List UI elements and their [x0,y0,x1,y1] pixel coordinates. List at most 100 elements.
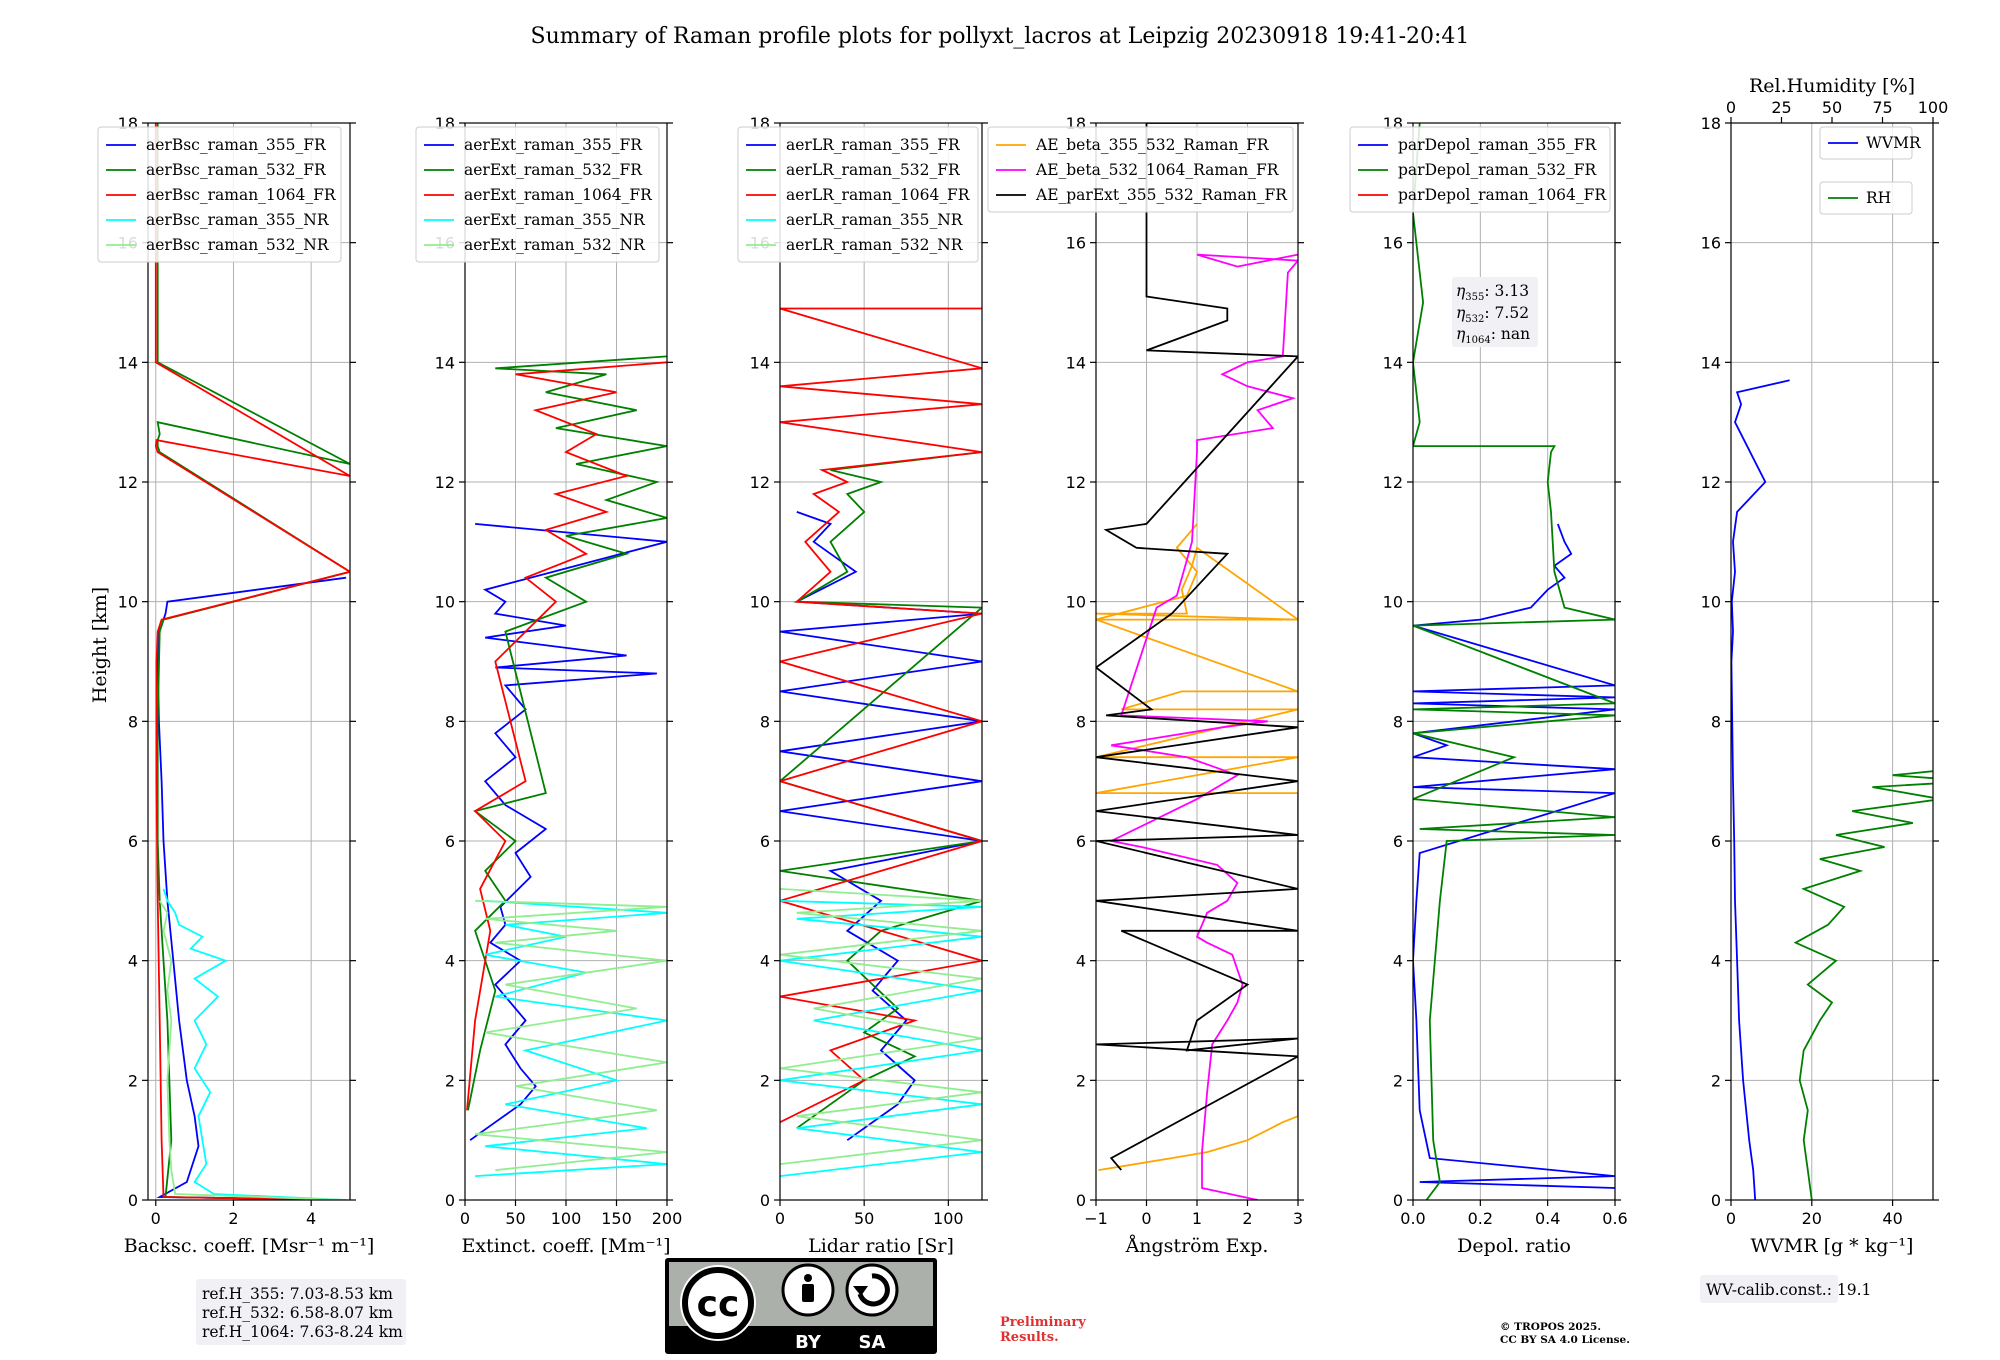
y-tick-label: 12 [750,473,770,492]
y-tick-label: 6 [1393,832,1403,851]
top-x-tick-label: 50 [1822,98,1842,117]
legend-label: aerLR_raman_355_FR [786,136,961,154]
legend-label: aerExt_raman_1064_FR [464,186,653,204]
y-tick-label: 6 [1076,832,1086,851]
legend-box [97,126,342,263]
x-tick-label: 0.2 [1468,1209,1493,1228]
x-tick-label: 0.6 [1602,1209,1627,1228]
preliminary-note-results: Results. [1000,1330,1059,1345]
by-label: BY [795,1332,822,1353]
y-tick-label: 12 [1701,473,1721,492]
y-tick-label: 12 [1066,473,1086,492]
x-tick-label: 40 [1882,1209,1902,1228]
y-tick-label: 8 [760,712,770,731]
legend-label: RH [1866,189,1891,207]
x-tick-label: 100 [933,1209,964,1228]
top-x-tick-label: 0 [1726,98,1736,117]
legend-label: aerBsc_raman_532_FR [146,161,327,179]
series-line-AE_parExt_355_532_Raman_FR [1096,123,1298,1171]
y-tick-label: 0 [760,1191,770,1210]
y-tick-label: 0 [445,1191,455,1210]
copyright-line: © TROPOS 2025. [1500,1321,1601,1333]
legend-label: aerExt_raman_532_NR [464,236,646,254]
series-line-RH [1793,756,1933,1200]
legend-label: aerExt_raman_355_NR [464,211,646,229]
legend-label: aerLR_raman_1064_FR [786,186,971,204]
series-line-aerExt_raman_532_FR [467,355,667,1111]
series-line-parDepol_raman_355_FR [1413,523,1615,1189]
eta-532: η532: 7.52 [1456,304,1529,325]
y-tick-label: 8 [1393,712,1403,731]
y-tick-label: 14 [1066,353,1086,372]
series-line-aerExt_raman_355_FR [469,523,667,1141]
x-tick-label: 0 [1726,1209,1736,1228]
y-tick-label: 14 [1701,353,1721,372]
y-tick-label: 6 [445,832,455,851]
x-tick-label: 0 [460,1209,470,1228]
x-axis-label: WVMR [g * kg⁻¹] [1751,1235,1914,1257]
series-line-aerLR_raman_532_NR [780,888,982,1165]
y-tick-label: 2 [445,1071,455,1090]
legend-box [737,126,979,263]
y-tick-label: 16 [1383,234,1403,253]
y-tick-label: 8 [445,712,455,731]
x-tick-label: 150 [601,1209,632,1228]
legend-label: parDepol_raman_355_FR [1398,136,1598,154]
legend-label: WVMR [1866,134,1922,152]
legend-label: aerExt_raman_532_FR [464,161,643,179]
x-tick-label: 0.0 [1400,1209,1425,1228]
license-line: CC BY SA 4.0 License. [1500,1334,1630,1346]
series-line-parDepol_raman_532_FR [1413,123,1615,1200]
x-tick-label: 20 [1802,1209,1822,1228]
preliminary-note: Preliminary [1000,1315,1086,1330]
axes-frame [147,122,351,1201]
ref-height-355: ref.H_355: 7.03-8.53 km [202,1285,393,1303]
cc-logo-text: cc [697,1284,740,1325]
x-tick-label: −1 [1084,1209,1108,1228]
top-x-axis-label: Rel.Humidity [%] [1749,75,1915,97]
legend-box [987,126,1294,213]
x-tick-label: 2 [228,1209,238,1228]
eta-info-box: η355: 3.13 η532: 7.52 η1064: nan [1452,277,1538,347]
y-tick-label: 2 [1076,1071,1086,1090]
x-axis-label: Lidar ratio [Sr] [808,1235,954,1257]
x-axis-label: Extinct. coeff. [Mm⁻¹] [461,1235,670,1257]
x-tick-label: 4 [306,1209,316,1228]
axes-frame [779,122,983,1201]
legend-label: aerLR_raman_355_NR [786,211,964,229]
series-line-aerExt_raman_532_NR [474,899,667,1171]
y-tick-label: 14 [118,353,138,372]
top-x-tick-label: 100 [1918,98,1949,117]
legend-label: parDepol_raman_532_FR [1398,161,1598,179]
y-tick-label: 4 [1076,952,1086,971]
y-tick-label: 2 [1711,1071,1721,1090]
wv-calibration-box: WV-calib.const.: 19.1 [1700,1275,1871,1303]
y-tick-label: 10 [1701,593,1721,612]
ref-height-532: ref.H_532: 6.58-8.07 km [202,1304,393,1322]
legend-box [415,126,660,263]
y-tick-label: 10 [118,593,138,612]
series-line-AE_beta_532_1064_Raman_FR [1108,253,1298,1200]
x-tick-label: 3 [1293,1209,1303,1228]
series-line-WVMR [1731,379,1790,1200]
series-line-aerLR_raman_1064_FR [780,307,982,1124]
y-tick-label: 0 [1711,1191,1721,1210]
x-tick-label: 2 [1242,1209,1252,1228]
legend-label: aerBsc_raman_532_NR [146,236,330,254]
panel-2: 024681012141618050100150200Extinct. coef… [415,114,682,1257]
series-line-aerLR_raman_355_NR [780,899,982,1177]
y-tick-label: 8 [1076,712,1086,731]
y-tick-label: 14 [435,353,455,372]
y-tick-label: 14 [1383,353,1403,372]
legend-label: AE_beta_355_532_Raman_FR [1035,136,1270,154]
series-line-aerBsc_raman_532_FR [156,123,350,1200]
x-tick-label: 50 [505,1209,525,1228]
y-tick-label: 2 [1393,1071,1403,1090]
wv-calibration-constant: WV-calib.const.: 19.1 [1706,1281,1871,1299]
y-tick-label: 4 [128,952,138,971]
legend-label: aerBsc_raman_355_NR [146,211,330,229]
y-tick-label: 16 [1701,234,1721,253]
y-tick-label: 6 [1711,832,1721,851]
y-tick-label: 10 [750,593,770,612]
series-line-AE_beta_355_532_Raman_FR [1096,523,1298,1171]
